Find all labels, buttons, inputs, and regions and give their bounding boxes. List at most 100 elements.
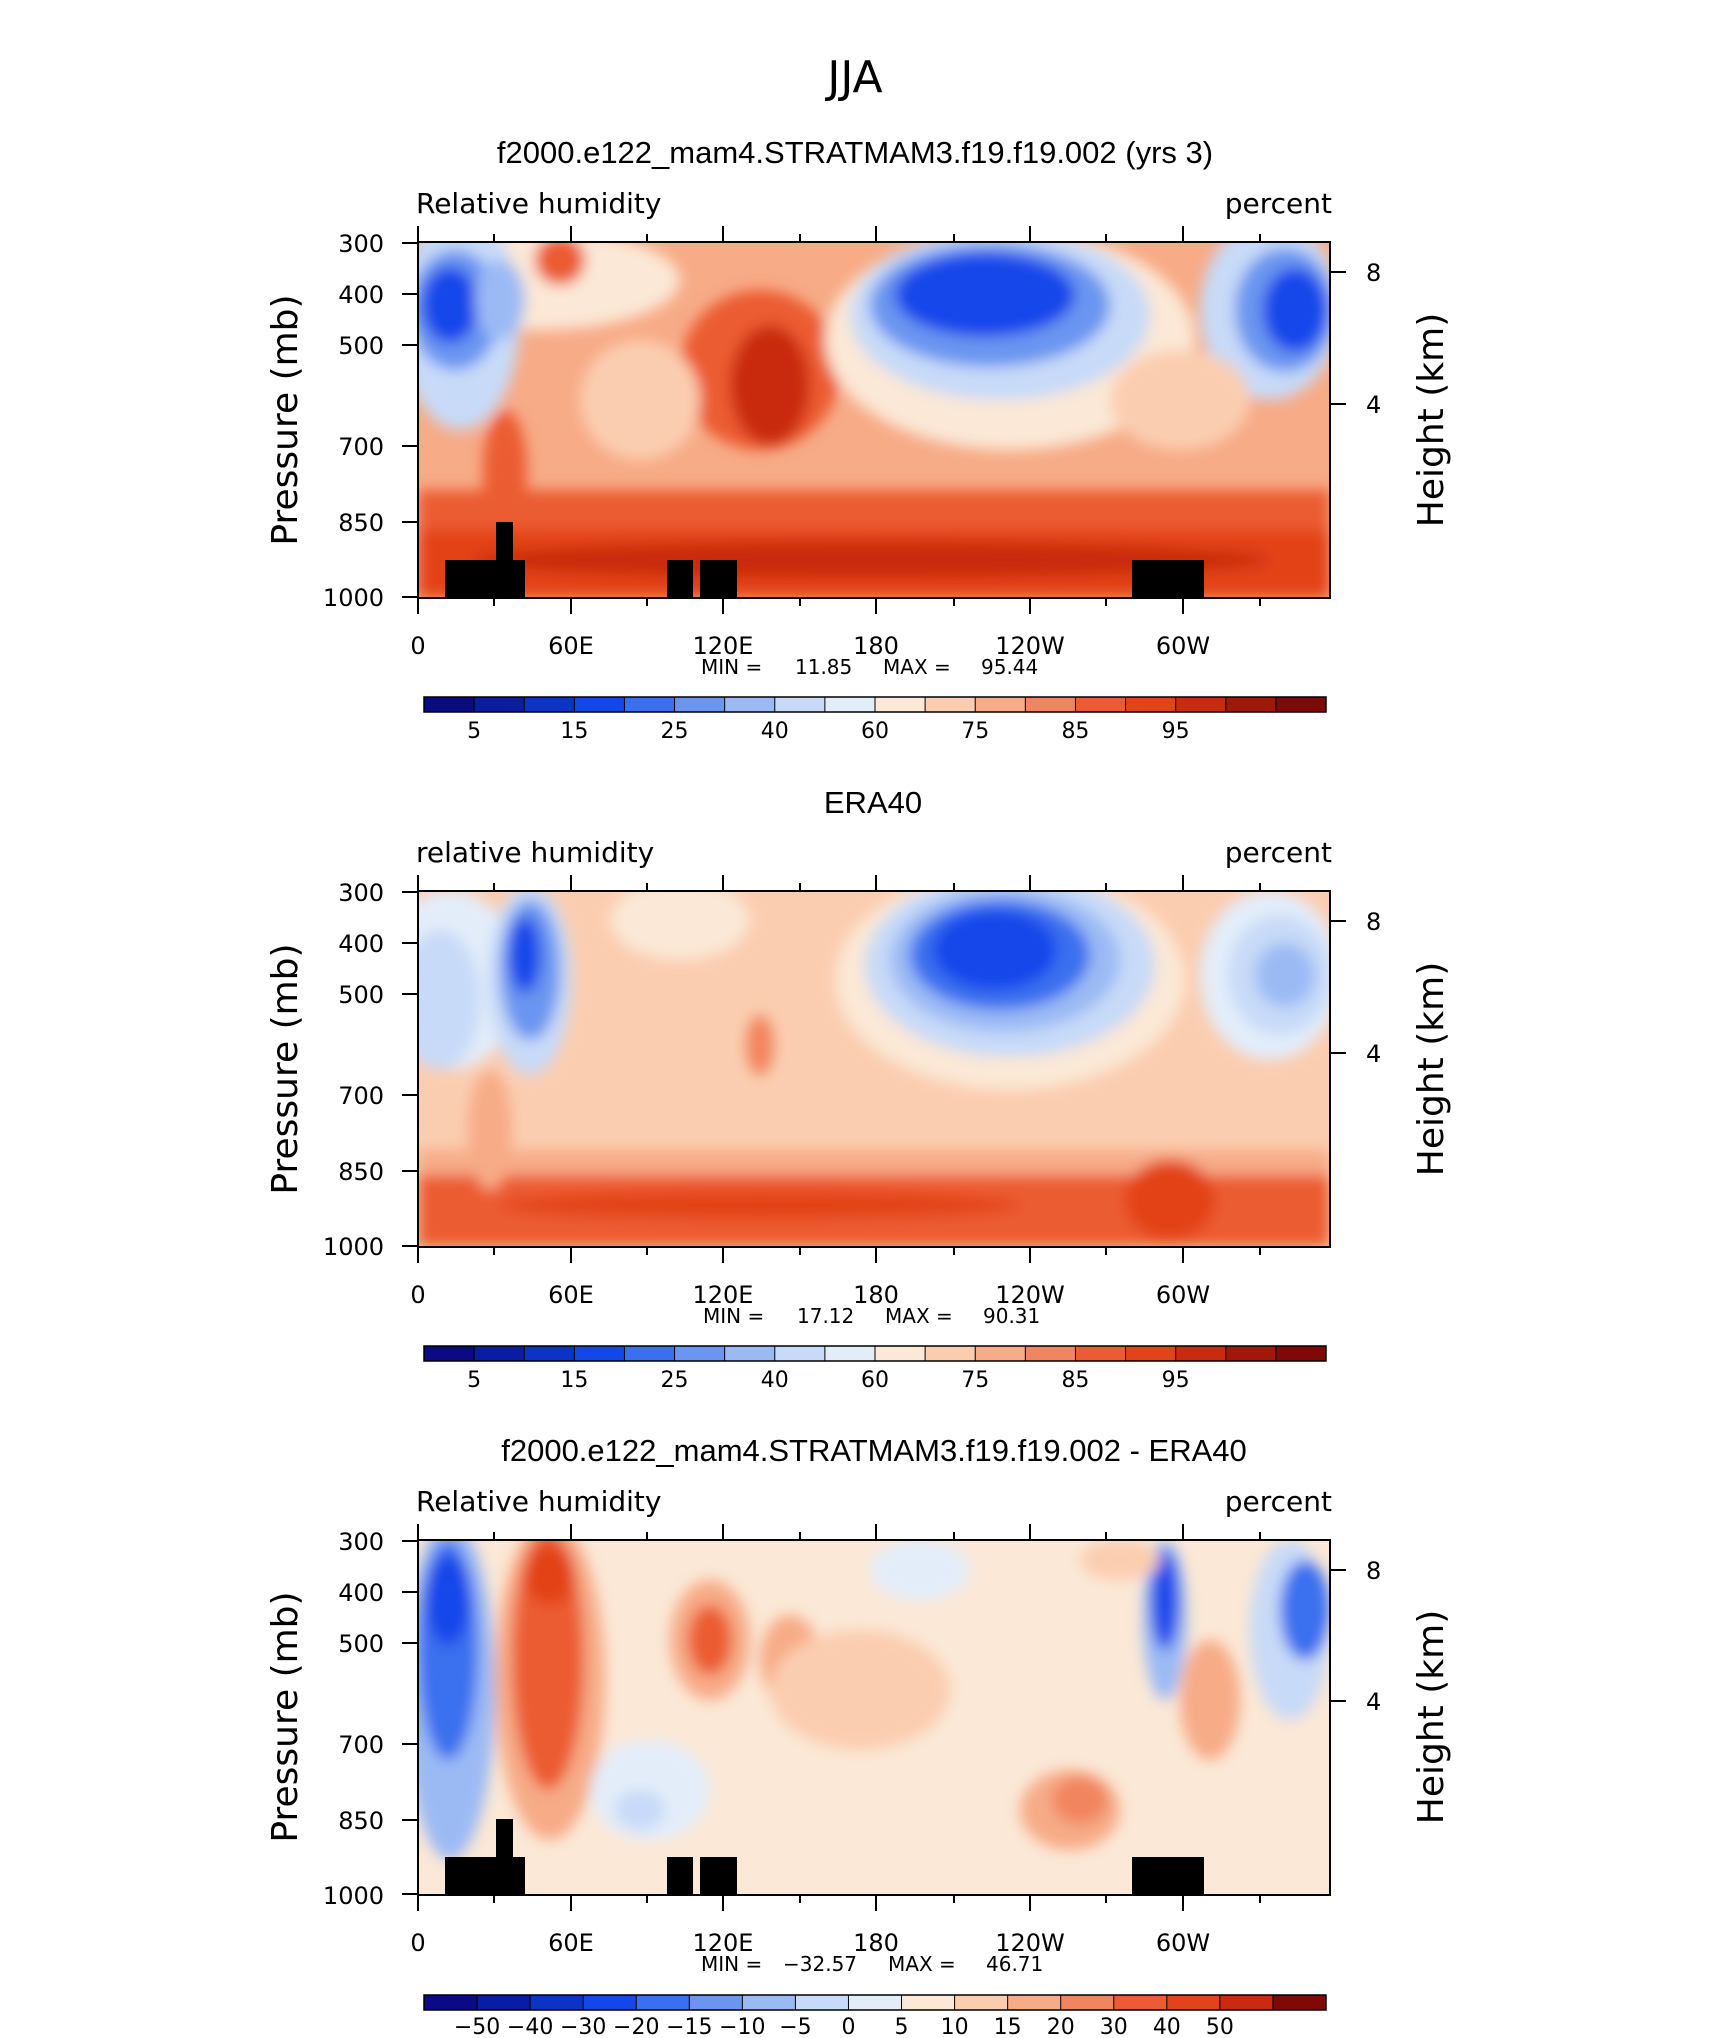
- min-value: −32.57: [783, 1952, 857, 1976]
- colorbar-swatch: [925, 1346, 976, 1361]
- x-tick-label: 60W: [1156, 632, 1210, 660]
- y-tick-label: 850: [338, 1158, 384, 1186]
- plot-axes: [402, 875, 1346, 1263]
- panel-era40: ERA40 relative humidity percent: [265, 785, 1452, 1393]
- colorbar-label: 40: [761, 1368, 789, 1393]
- y-tick-label: 300: [338, 879, 384, 907]
- stats: MIN = −32.57 MAX = 46.71: [701, 1952, 1043, 1976]
- height-tick-label: 4: [1366, 391, 1381, 419]
- colorbar-swatch: [848, 1995, 903, 2010]
- y-tick-labels: 300 400 500 700 850 1000: [323, 1528, 384, 1910]
- x-tick-label: 120W: [995, 1281, 1065, 1309]
- y-axis-right-label: Height (km): [1411, 962, 1452, 1176]
- colorbar-swatch: [824, 697, 876, 712]
- colorbar-label: 85: [1061, 1368, 1089, 1393]
- colorbar-swatch: [975, 1346, 1026, 1361]
- units-label: percent: [1225, 836, 1332, 869]
- units-label: percent: [1225, 1485, 1332, 1518]
- colorbar-label: 5: [467, 1368, 481, 1393]
- colorbar-swatch: [954, 1995, 1009, 2010]
- colorbar-swatch: [624, 697, 676, 712]
- figure-title: JJA: [824, 52, 882, 103]
- colorbar-swatch: [624, 1346, 676, 1361]
- colorbar-label: 25: [661, 1368, 689, 1393]
- x-tick-label: 60W: [1156, 1281, 1210, 1309]
- panel-title: f2000.e122_mam4.STRATMAM3.f19.f19.002 (y…: [497, 135, 1213, 170]
- colorbar-frame: [423, 1345, 1327, 1362]
- panel-difference: f2000.e122_mam4.STRATMAM3.f19.f19.002 - …: [265, 1433, 1452, 2038]
- colorbar: 5 15 25 40 60 75 85 95: [423, 1345, 1327, 1393]
- colorbar-swatch: [574, 1346, 625, 1361]
- colorbar-label: 15: [560, 719, 588, 744]
- colorbar-label: 60: [861, 1368, 889, 1393]
- colorbar-swatch: [1225, 697, 1277, 712]
- y-tick-label: 1000: [323, 1882, 384, 1910]
- colorbar-swatch: [1225, 1346, 1277, 1361]
- colorbar-label: 40: [1153, 2015, 1181, 2038]
- colorbar-label: 95: [1162, 1368, 1190, 1393]
- colorbar-swatch: [875, 1346, 926, 1361]
- variable-label: Relative humidity: [416, 1485, 661, 1518]
- colorbar-label: 60: [861, 719, 889, 744]
- units-label: percent: [1225, 187, 1332, 220]
- colorbar-label: 75: [961, 1368, 989, 1393]
- colorbar-swatch: [674, 697, 726, 712]
- colorbar-label: 95: [1162, 719, 1190, 744]
- max-label: MAX =: [888, 1952, 956, 1976]
- max-value: 46.71: [986, 1952, 1043, 1976]
- x-tick-label: 0: [410, 1281, 425, 1309]
- y-right-tick-labels: 8 4: [1366, 1557, 1381, 1716]
- panel-title: ERA40: [824, 785, 922, 820]
- variable-label: relative humidity: [416, 836, 654, 869]
- colorbar-label: 75: [961, 719, 989, 744]
- y-axis-right-label: Height (km): [1411, 313, 1452, 527]
- colorbar-label: 10: [941, 2015, 969, 2038]
- colorbar-swatch: [1275, 697, 1327, 712]
- colorbar-swatch: [774, 697, 826, 712]
- colorbar-swatch: [724, 697, 776, 712]
- colorbar-swatch: [742, 1995, 796, 2010]
- colorbar-label: 5: [895, 2015, 909, 2038]
- colorbar-swatch: [1275, 1346, 1327, 1361]
- colorbar-label: −5: [779, 2015, 811, 2038]
- max-label: MAX =: [883, 655, 951, 679]
- x-tick-label: 60E: [548, 632, 594, 660]
- x-tick-label: 180: [853, 1281, 899, 1309]
- colorbar-label: −15: [666, 2015, 712, 2038]
- colorbar-swatch: [636, 1995, 690, 2010]
- colorbar-swatch: [875, 697, 926, 712]
- colorbar-swatch: [1007, 1995, 1062, 2010]
- colorbar-label: 30: [1100, 2015, 1128, 2038]
- colorbar-label: 50: [1206, 2015, 1234, 2038]
- colorbar-frame: [423, 696, 1327, 713]
- topography-mask: [445, 522, 1204, 598]
- x-tick-label: 60E: [548, 1281, 594, 1309]
- colorbar-swatch: [795, 1995, 849, 2010]
- colorbar-label: 5: [467, 719, 481, 744]
- colorbar-label: 15: [560, 1368, 588, 1393]
- y-axis-right-label: Height (km): [1411, 1610, 1452, 1824]
- y-right-tick-labels: 8 4: [1366, 259, 1381, 419]
- height-tick-label: 8: [1366, 1557, 1381, 1585]
- x-tick-label: 180: [853, 1929, 899, 1957]
- min-value: 11.85: [795, 655, 852, 679]
- height-tick-label: 8: [1366, 908, 1381, 936]
- colorbar-label: 85: [1061, 719, 1089, 744]
- x-tick-label: 120E: [693, 1281, 754, 1309]
- y-tick-label: 300: [338, 1528, 384, 1556]
- min-label: MIN =: [701, 1952, 762, 1976]
- height-tick-label: 4: [1366, 1688, 1381, 1716]
- y-tick-label: 400: [338, 930, 384, 958]
- colorbar-swatch: [1060, 1995, 1115, 2010]
- y-tick-label: 700: [338, 1731, 384, 1759]
- y-tick-label: 1000: [323, 584, 384, 612]
- colorbar-swatch: [1025, 697, 1076, 712]
- plot-axes: [402, 1524, 1346, 1911]
- plot-axes: [402, 226, 1346, 614]
- colorbar-swatch: [1125, 697, 1177, 712]
- colorbar-label: 15: [994, 2015, 1022, 2038]
- colorbar-swatch: [1175, 1346, 1227, 1361]
- colorbar-swatch: [424, 1995, 478, 2010]
- colorbar-swatch: [1272, 1995, 1327, 2010]
- colorbar-swatch: [1075, 1346, 1127, 1361]
